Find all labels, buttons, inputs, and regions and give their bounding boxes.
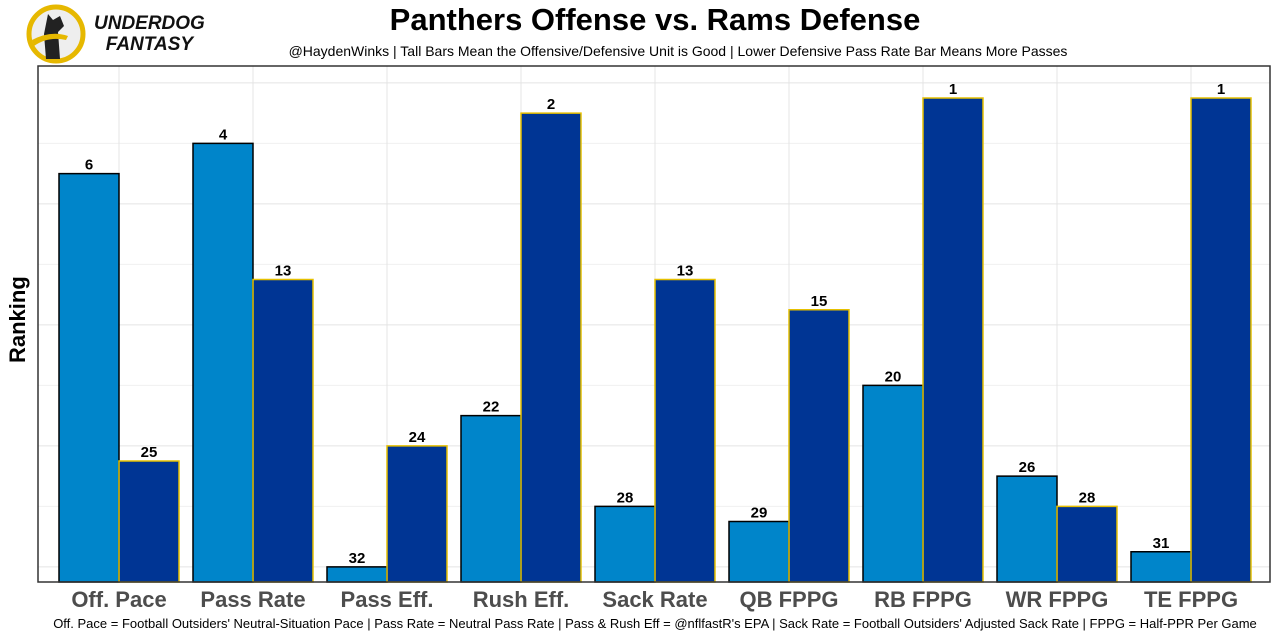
bar-offense <box>1130 551 1192 583</box>
x-tick-label: Off. Pace <box>71 587 166 612</box>
data-label: 32 <box>349 550 366 567</box>
data-label: 28 <box>617 489 634 506</box>
bar-defense <box>386 445 448 583</box>
bar-offense <box>728 520 790 583</box>
data-label: 1 <box>1217 81 1225 98</box>
bar-offense <box>594 505 656 583</box>
data-label: 2 <box>547 96 555 113</box>
bar-defense <box>654 278 716 583</box>
bar-defense <box>1056 505 1118 583</box>
bar-defense <box>118 460 180 583</box>
bar-defense <box>520 112 582 583</box>
bar-offense <box>460 414 522 583</box>
x-tick-label: WR FPPG <box>1006 587 1109 612</box>
bar-offense <box>58 172 120 583</box>
chart-caption: Off. Pace = Football Outsiders' Neutral-… <box>53 616 1257 631</box>
x-tick-label: RB FPPG <box>874 587 972 612</box>
bar-defense <box>922 97 984 583</box>
bar-defense <box>252 278 314 583</box>
x-tick-label: QB FPPG <box>739 587 838 612</box>
x-tick-label: Sack Rate <box>602 587 707 612</box>
bar-offense <box>996 475 1058 583</box>
data-label: 1 <box>949 81 957 98</box>
data-label: 26 <box>1019 459 1036 476</box>
data-label: 15 <box>811 293 828 310</box>
x-tick-label: Pass Rate <box>200 587 305 612</box>
logo-text: UNDERDOG FANTASY <box>94 13 205 55</box>
bar-offense <box>862 384 924 583</box>
underdog-logo <box>26 4 86 64</box>
data-label: 4 <box>219 126 228 143</box>
bar-offense <box>192 142 254 583</box>
data-label: 29 <box>751 505 768 522</box>
data-label: 13 <box>275 263 292 280</box>
x-tick-label: TE FPPG <box>1144 587 1238 612</box>
data-label: 25 <box>141 444 158 461</box>
bar-offense <box>326 566 388 583</box>
bar-defense <box>788 309 850 583</box>
chart-subtitle: @HaydenWinks | Tall Bars Mean the Offens… <box>288 43 1068 59</box>
plot-border <box>37 65 1271 583</box>
data-label: 20 <box>885 368 902 385</box>
data-label: 22 <box>483 399 500 416</box>
x-tick-label: Rush Eff. <box>473 587 570 612</box>
data-label: 6 <box>85 157 93 174</box>
data-label: 31 <box>1153 535 1170 552</box>
data-label: 24 <box>409 429 426 446</box>
bar-defense <box>1190 97 1252 583</box>
chart-title: Panthers Offense vs. Rams Defense <box>389 2 921 37</box>
data-label: 28 <box>1079 489 1096 506</box>
x-tick-label: Pass Eff. <box>341 587 434 612</box>
data-label: 13 <box>677 263 694 280</box>
